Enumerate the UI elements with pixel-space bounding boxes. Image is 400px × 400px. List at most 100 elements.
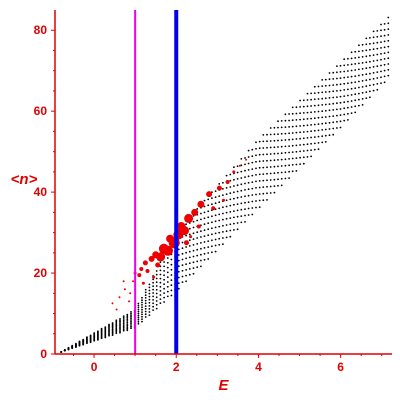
black-point (306, 118, 309, 120)
black-point (387, 22, 390, 25)
black-point (324, 122, 327, 125)
black-point (310, 92, 312, 95)
black-point (336, 83, 338, 86)
black-point (324, 128, 327, 131)
black-point (155, 270, 158, 272)
black-point (144, 302, 147, 305)
black-point (166, 257, 169, 259)
black-point (380, 23, 382, 26)
black-point (126, 324, 129, 327)
black-point (251, 213, 254, 216)
black-point (369, 66, 371, 69)
black-point (266, 179, 268, 182)
black-point (273, 185, 276, 188)
black-point (211, 251, 213, 254)
red-point (211, 206, 216, 211)
black-point (383, 75, 386, 78)
red-point (142, 260, 148, 266)
black-point (177, 270, 180, 273)
black-point (166, 266, 169, 269)
black-point (211, 227, 213, 230)
black-point (280, 171, 283, 174)
black-point (369, 84, 371, 87)
black-point (343, 76, 346, 79)
black-point (222, 206, 224, 209)
black-point (358, 44, 360, 47)
black-point (192, 232, 195, 235)
red-point (156, 252, 166, 262)
vertical-marker-lines (134, 10, 179, 354)
black-point (255, 187, 257, 189)
black-point (137, 304, 140, 307)
black-point (130, 320, 132, 323)
black-point (203, 247, 206, 249)
black-point (361, 50, 364, 52)
black-point (273, 146, 276, 149)
black-point (358, 74, 360, 77)
black-point (288, 170, 290, 173)
black-point (380, 70, 382, 73)
black-point (207, 210, 210, 213)
black-point (222, 194, 224, 197)
black-point (141, 313, 143, 316)
black-point (214, 202, 217, 205)
black-point (166, 295, 169, 298)
black-point (306, 124, 309, 127)
black-point (60, 351, 63, 353)
black-point (247, 194, 250, 197)
black-point (380, 82, 382, 84)
black-point (170, 279, 173, 281)
black-point (251, 200, 254, 203)
black-point (229, 211, 232, 213)
black-point (214, 232, 217, 235)
black-point (170, 289, 173, 292)
black-point (380, 47, 382, 49)
black-point (277, 165, 279, 168)
black-point (299, 125, 301, 127)
black-point (155, 281, 158, 284)
black-point (137, 322, 140, 325)
black-point (155, 277, 158, 280)
black-point (255, 200, 257, 202)
black-point (284, 158, 287, 161)
black-point (336, 77, 338, 80)
black-point (211, 221, 213, 224)
black-point (137, 316, 140, 319)
black-point (119, 323, 121, 326)
black-point (310, 142, 312, 145)
black-point (343, 64, 346, 67)
black-point (236, 190, 239, 193)
black-point (163, 274, 166, 277)
black-point (343, 113, 346, 116)
black-point (324, 103, 327, 106)
black-point (343, 82, 346, 85)
black-point (387, 68, 390, 71)
black-point (192, 220, 195, 223)
black-point (159, 285, 162, 288)
black-point (321, 79, 324, 81)
black-point (280, 132, 283, 135)
black-point (269, 133, 272, 136)
black-point (218, 213, 221, 216)
black-point (339, 108, 342, 110)
black-point (126, 318, 129, 321)
red-point (139, 267, 144, 271)
black-point (306, 99, 309, 101)
black-point (328, 90, 331, 93)
x-tick-label: 6 (337, 360, 344, 374)
black-point (181, 241, 184, 244)
black-point (369, 54, 371, 57)
black-point (126, 316, 129, 319)
black-point (310, 130, 312, 133)
red-point (197, 200, 205, 208)
black-point (130, 319, 132, 321)
black-point (376, 77, 379, 79)
black-point (313, 98, 316, 101)
black-point (211, 239, 213, 242)
black-point (336, 71, 338, 74)
black-point (192, 267, 195, 269)
black-point (203, 205, 206, 208)
black-point (313, 129, 316, 132)
black-point (247, 207, 250, 210)
black-point (284, 113, 287, 116)
